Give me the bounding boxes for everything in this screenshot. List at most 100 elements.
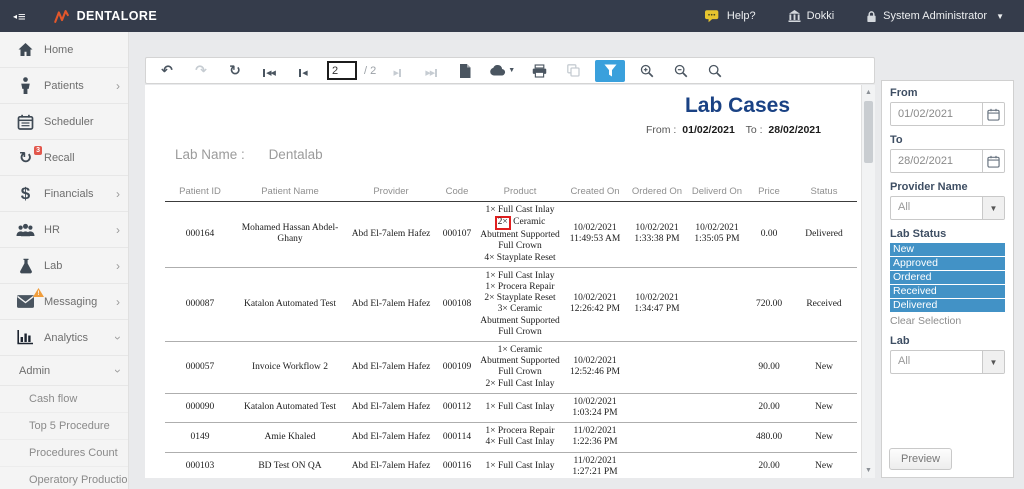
column-header-status: Status	[791, 184, 857, 202]
from-calendar-button[interactable]	[982, 103, 1004, 125]
sidebar-item-patients[interactable]: Patients ›	[0, 68, 128, 104]
sidebar-item-label: Top 5 Procedure	[29, 420, 110, 432]
lab-status-option-approved[interactable]: Approved	[890, 257, 1005, 270]
collapse-sidebar-button[interactable]: ◂ ≡	[13, 9, 26, 24]
page-count-label: / 2	[364, 64, 377, 77]
report-page: Lab Cases From : 01/02/2021 To : 28/02/2…	[145, 85, 861, 478]
from-label: From :	[646, 124, 677, 136]
to-date-input[interactable]	[891, 150, 982, 172]
brand-name: DENTALORE	[76, 9, 158, 23]
table-row: 000103 BD Test ON QA Abd El-7alem Hafez 000…	[165, 452, 857, 478]
user-label: System Administrator	[883, 10, 988, 22]
cell-patient-id: 000103	[165, 452, 235, 478]
sidebar-item-home[interactable]: Home	[0, 32, 128, 68]
brand: DENTALORE	[53, 9, 157, 24]
next-page-button[interactable]: ▶	[385, 60, 409, 82]
lab-status-option-ordered[interactable]: Ordered	[890, 271, 1005, 284]
to-calendar-button[interactable]	[982, 150, 1004, 172]
cell-price: 20.00	[747, 452, 791, 478]
cell-ordered-on	[627, 341, 687, 394]
zoom-in-button[interactable]	[635, 60, 659, 82]
cell-patient-name: Katalon Automated Test	[235, 393, 345, 424]
help-link[interactable]: Help?	[704, 9, 756, 23]
user-menu[interactable]: System Administrator ▼	[866, 10, 1004, 23]
scrollbar-thumb[interactable]	[864, 101, 873, 163]
sidebar-item-messaging[interactable]: ! Messaging ›	[0, 284, 128, 320]
sidebar-item-scheduler[interactable]: Scheduler	[0, 104, 128, 140]
preview-button[interactable]: Preview	[889, 448, 953, 470]
redo-button[interactable]: ↷	[189, 60, 213, 82]
lock-icon	[866, 10, 877, 23]
from-filter-label: From	[890, 87, 918, 99]
report-title: Lab Cases	[684, 94, 791, 117]
copy-button[interactable]	[561, 60, 585, 82]
lab-name-label: Lab Name :	[175, 147, 245, 162]
table-row: 000087 Katalon Automated Test Abd El-7alem…	[165, 267, 857, 343]
provider-dropdown-button[interactable]: ▼	[982, 197, 1004, 219]
lab-status-option-received[interactable]: Received	[890, 285, 1005, 298]
first-page-button[interactable]: ◀◀	[257, 60, 281, 82]
scroll-up-arrow-icon[interactable]: ▲	[865, 89, 872, 96]
last-page-button[interactable]: ▶▶	[419, 60, 443, 82]
sidebar-item-hr[interactable]: HR ›	[0, 212, 128, 248]
sidebar-item-admin[interactable]: Admin ›	[0, 356, 128, 386]
next-page-icon: ▶	[394, 63, 401, 78]
lab-dropdown-button[interactable]: ▼	[982, 351, 1004, 373]
search-icon	[708, 64, 722, 78]
page-number-input[interactable]	[327, 61, 357, 80]
lab-filter-label: Lab	[890, 335, 910, 347]
cell-patient-name: Mohamed Hassan Abdel-Ghany	[235, 201, 345, 268]
sidebar-item-label: Cash flow	[29, 393, 78, 405]
cell-price: 20.00	[747, 393, 791, 424]
hr-icon	[13, 223, 38, 237]
last-page-icon: ▶▶	[425, 63, 438, 78]
lab-select[interactable]: All ▼	[890, 350, 1005, 374]
column-header-patient-id: Patient ID	[165, 184, 235, 202]
vertical-scrollbar[interactable]: ▲ ▼	[861, 85, 875, 478]
provider-select[interactable]: All ▼	[890, 196, 1005, 220]
clear-selection-link[interactable]: Clear Selection	[890, 315, 962, 327]
cell-patient-name: Invoice Workflow 2	[235, 341, 345, 394]
sidebar-item-cash-flow[interactable]: Cash flow	[0, 386, 128, 413]
scheduler-icon	[13, 114, 38, 130]
table-header-row: Patient ID Patient Name Provider Code Produc…	[165, 184, 857, 202]
sidebar-item-operatory-production[interactable]: Operatory Production	[0, 467, 128, 489]
download-button[interactable]: ▼	[487, 60, 517, 82]
chevron-down-icon: ▼	[989, 203, 998, 213]
cell-created-on: 10/02/2021 11:49:53 AM	[563, 201, 627, 268]
sidebar-item-label: Financials	[44, 187, 94, 200]
location-selector[interactable]: Dokki	[788, 10, 834, 22]
document-icon	[459, 63, 471, 78]
zoom-out-button[interactable]	[669, 60, 693, 82]
table-row: 0149 Amie Khaled Abd El-7alem Hafez 000114 1…	[165, 422, 857, 453]
undo-icon: ↶	[161, 63, 173, 79]
sidebar-item-lab[interactable]: Lab ›	[0, 248, 128, 284]
sidebar-item-analytics[interactable]: Analytics ›	[0, 320, 128, 356]
print-button[interactable]	[527, 60, 551, 82]
cell-provider: Abd El-7alem Hafez	[345, 341, 437, 394]
sidebar-item-recall[interactable]: ↻ 3 Recall	[0, 140, 128, 176]
scroll-down-arrow-icon[interactable]: ▼	[865, 467, 872, 474]
cell-product: 1× Procera Repair 4× Full Cast Inlay	[477, 422, 563, 453]
sidebar-item-label: Procedures Count	[29, 447, 118, 459]
filter-panel: From To Provider Name All ▼ Lab Status N…	[881, 80, 1014, 478]
search-button[interactable]	[703, 60, 727, 82]
refresh-button[interactable]: ↻	[223, 60, 247, 82]
undo-button[interactable]: ↶	[155, 60, 179, 82]
lab-status-option-new[interactable]: New	[890, 243, 1005, 256]
filter-button[interactable]	[595, 59, 626, 82]
warning-icon: !	[33, 288, 44, 297]
cell-ordered-on	[627, 422, 687, 453]
sidebar-item-procedures-count[interactable]: Procedures Count	[0, 440, 128, 467]
from-date-input[interactable]	[891, 103, 982, 125]
cell-product: 1× Full Cast Inlay	[477, 452, 563, 478]
cell-patient-name: Amie Khaled	[235, 422, 345, 453]
refresh-icon: ↻	[229, 63, 241, 79]
sidebar-item-financials[interactable]: $ Financials ›	[0, 176, 128, 212]
sidebar-item-top-5-procedure[interactable]: Top 5 Procedure	[0, 413, 128, 440]
lab-status-option-delivered[interactable]: Delivered	[890, 299, 1005, 312]
cell-ordered-on	[627, 393, 687, 424]
export-document-button[interactable]	[453, 60, 477, 82]
report-toolbar: ↶↷↻◀◀◀/ 2▶▶▶▼	[145, 57, 875, 84]
prev-page-button[interactable]: ◀	[291, 60, 315, 82]
